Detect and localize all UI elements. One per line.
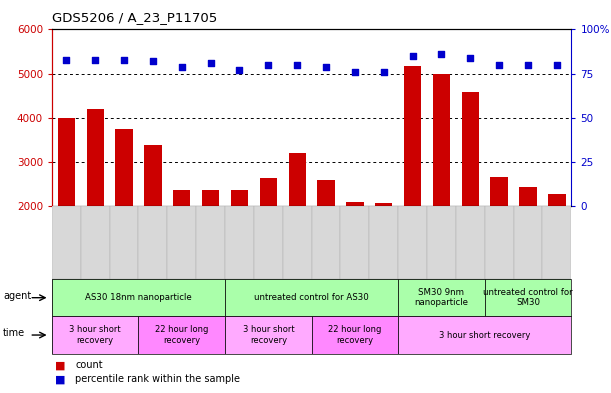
Text: percentile rank within the sample: percentile rank within the sample [75,374,240,384]
Point [408,53,417,59]
Point [552,62,562,68]
Bar [548,194,566,206]
Bar [260,178,277,206]
Text: count: count [75,360,103,371]
Point [437,51,447,57]
Bar [52,279,225,316]
Bar [225,316,312,354]
Text: AS30 18nm nanoparticle: AS30 18nm nanoparticle [85,293,192,302]
Bar [109,206,139,279]
Bar [81,206,109,279]
Bar [231,189,248,206]
Text: GDS5206 / A_23_P11705: GDS5206 / A_23_P11705 [52,11,217,24]
Bar [519,187,536,206]
Bar [225,279,398,316]
Text: untreated control for
SM30: untreated control for SM30 [483,288,573,307]
Bar [312,206,340,279]
Bar [340,206,369,279]
Text: 22 hour long
recovery: 22 hour long recovery [328,325,382,345]
Point [62,56,71,62]
Bar [196,206,225,279]
Bar [485,206,514,279]
Bar [398,206,427,279]
Bar [139,316,225,354]
Point [466,55,475,61]
Bar [375,203,392,206]
Text: ■: ■ [55,360,65,371]
Bar [283,206,312,279]
Bar [427,206,456,279]
Bar [404,66,421,206]
Bar [52,206,81,279]
Point [379,69,389,75]
Point [119,56,129,62]
Point [523,62,533,68]
Text: 3 hour short
recovery: 3 hour short recovery [70,325,121,345]
Bar [485,279,571,316]
Bar [514,206,543,279]
Text: SM30 9nm
nanoparticle: SM30 9nm nanoparticle [414,288,469,307]
Point [292,62,302,68]
Point [148,58,158,64]
Point [494,62,504,68]
Text: 22 hour long
recovery: 22 hour long recovery [155,325,208,345]
Point [235,67,244,73]
Bar [317,180,335,206]
Point [350,69,360,75]
Point [206,60,216,66]
Bar [87,109,104,206]
Bar [433,73,450,206]
Bar [312,316,398,354]
Bar [543,206,571,279]
Bar [225,206,254,279]
Text: time: time [3,328,25,338]
Point [263,62,273,68]
Bar [144,145,161,206]
Text: agent: agent [3,291,31,301]
Bar [491,177,508,206]
Bar [369,206,398,279]
Bar [254,206,283,279]
Text: 3 hour short
recovery: 3 hour short recovery [243,325,294,345]
Point [321,63,331,70]
Bar [456,206,485,279]
Bar [462,92,479,206]
Bar [167,206,196,279]
Point [90,56,100,62]
Text: untreated control for AS30: untreated control for AS30 [254,293,369,302]
Bar [288,153,306,206]
Point [177,63,187,70]
Bar [139,206,167,279]
Bar [346,202,364,206]
Bar [57,118,75,206]
Bar [173,189,191,206]
Bar [398,279,485,316]
Text: 3 hour short recovery: 3 hour short recovery [439,331,530,340]
Bar [202,189,219,206]
Bar [115,129,133,206]
Bar [52,316,139,354]
Bar [398,316,571,354]
Text: ■: ■ [55,374,65,384]
